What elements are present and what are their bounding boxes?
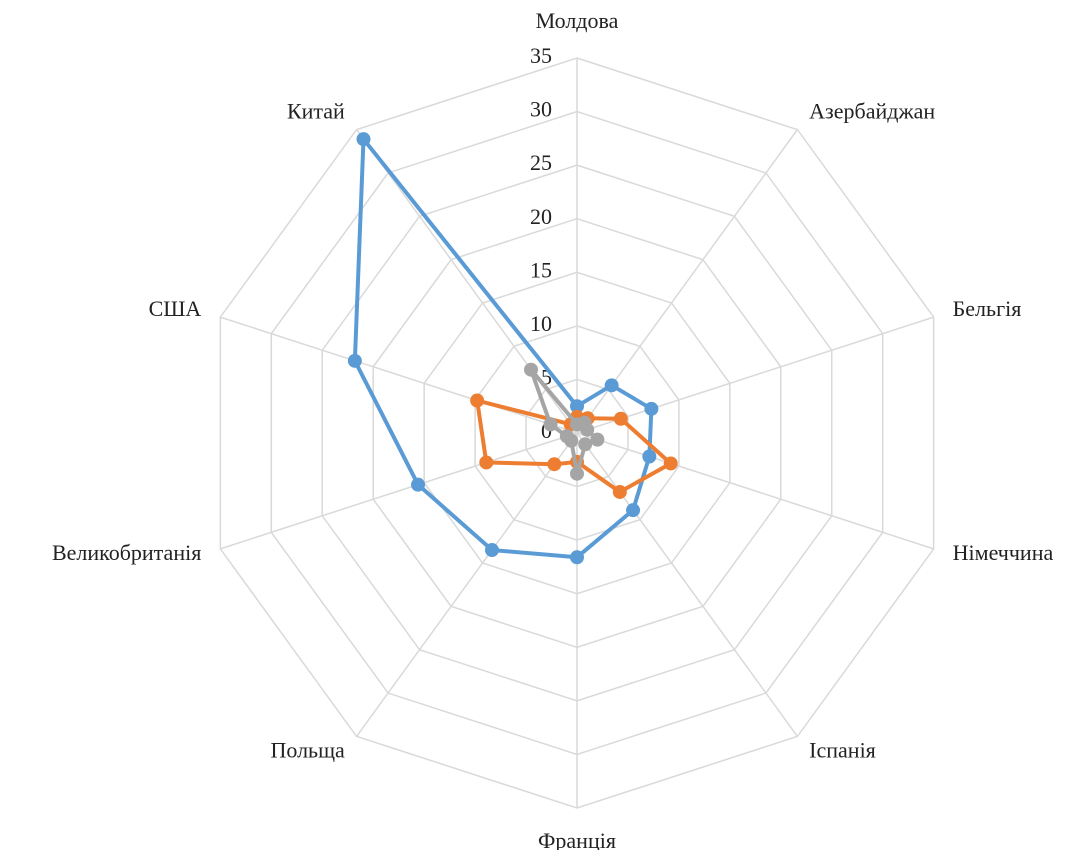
marker (613, 411, 628, 426)
marker (578, 437, 593, 452)
marker (570, 466, 584, 481)
marker (479, 455, 494, 470)
spoke (355, 432, 578, 737)
marker (644, 401, 659, 416)
series-line (352, 137, 654, 560)
marker (570, 399, 584, 414)
r-tick-label: 0 (541, 418, 552, 443)
marker (524, 362, 539, 377)
marker (559, 429, 574, 444)
marker (612, 484, 627, 499)
category-label: Азербайджан (809, 98, 935, 123)
marker (470, 393, 485, 408)
category-label: Франція (538, 828, 616, 850)
marker (642, 449, 657, 464)
spoke (220, 316, 578, 434)
marker (547, 457, 562, 472)
r-tick-label: 15 (530, 257, 552, 282)
category-label: Бельгія (953, 296, 1022, 321)
marker (484, 543, 499, 558)
category-label: Німеччина (953, 540, 1054, 565)
category-label: Великобританія (52, 540, 201, 565)
category-label: Іспанія (809, 738, 876, 763)
marker (543, 417, 558, 432)
category-label: Китай (287, 98, 345, 123)
spoke (576, 432, 799, 737)
spoke (576, 316, 934, 434)
marker (580, 422, 595, 437)
marker (604, 378, 619, 393)
marker (356, 132, 371, 147)
category-label: Молдова (536, 8, 619, 33)
marker (570, 550, 584, 565)
marker (590, 432, 605, 447)
r-tick-label: 25 (530, 150, 552, 175)
category-label: США (149, 296, 202, 321)
marker (347, 353, 362, 368)
category-label: Польща (270, 738, 345, 763)
marker (626, 503, 641, 518)
r-tick-label: 10 (530, 311, 552, 336)
r-tick-label: 35 (530, 43, 552, 68)
marker (411, 477, 426, 492)
r-tick-label: 5 (541, 364, 552, 389)
spoke (220, 432, 578, 550)
r-tick-label: 30 (530, 97, 552, 122)
r-tick-label: 20 (530, 204, 552, 229)
spoke (576, 432, 934, 550)
marker (663, 456, 678, 471)
